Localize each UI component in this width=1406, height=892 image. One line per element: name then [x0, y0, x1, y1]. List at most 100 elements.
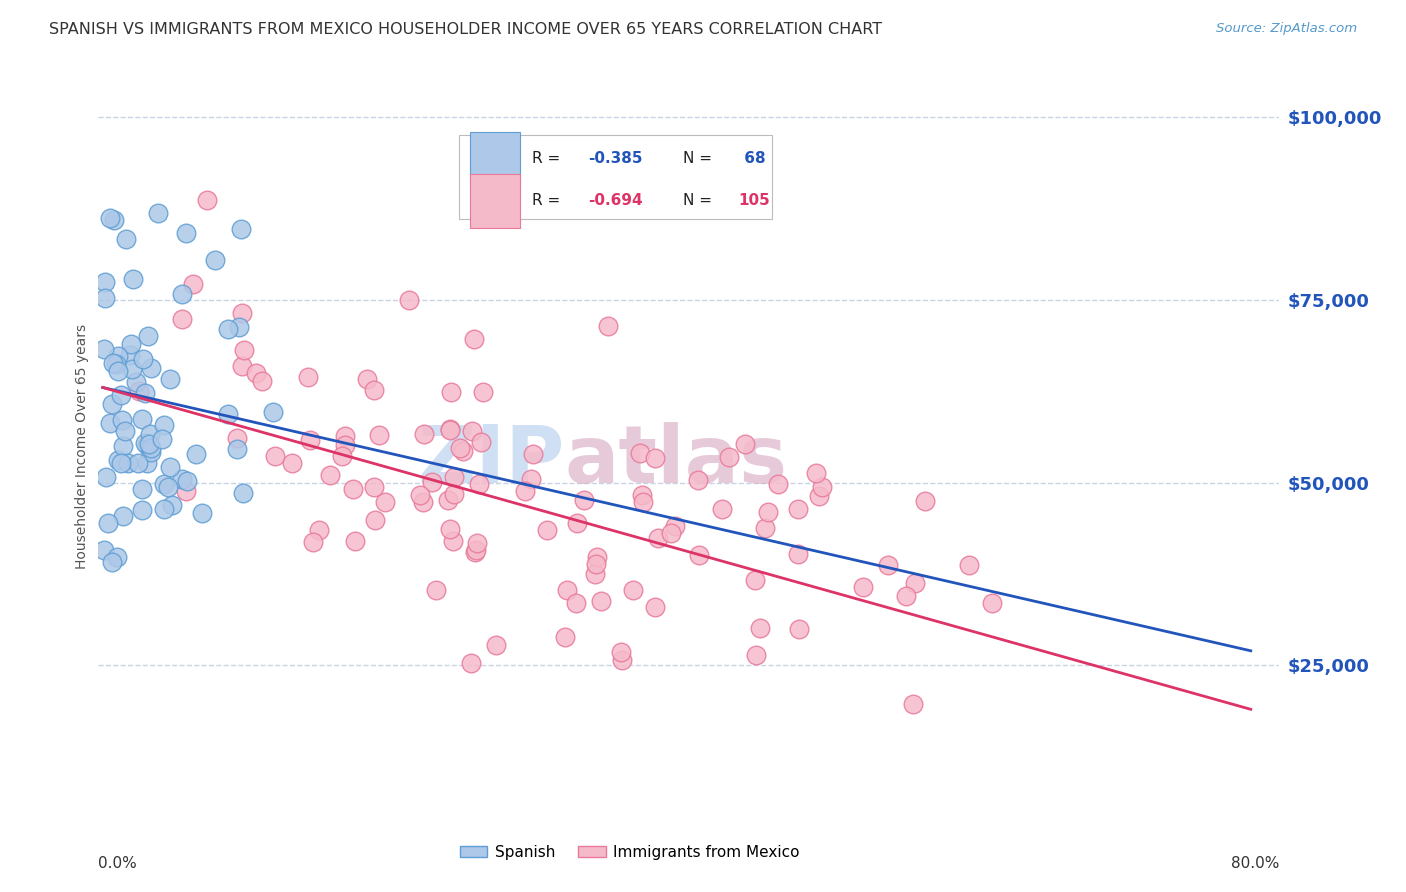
- Point: [804, 466, 827, 480]
- Point: [439, 522, 461, 536]
- Point: [520, 472, 543, 486]
- Point: [172, 312, 194, 326]
- Point: [749, 620, 772, 634]
- Legend: Spanish, Immigrants from Mexico: Spanish, Immigrants from Mexico: [454, 839, 806, 866]
- Point: [156, 480, 179, 494]
- Point: [463, 332, 485, 346]
- Point: [115, 232, 138, 246]
- Point: [127, 456, 149, 470]
- Point: [412, 427, 434, 442]
- Point: [461, 424, 484, 438]
- Point: [787, 502, 810, 516]
- Point: [110, 388, 132, 402]
- Point: [159, 459, 181, 474]
- Point: [585, 549, 607, 564]
- Point: [93, 275, 115, 289]
- Point: [308, 523, 330, 537]
- Point: [957, 558, 980, 572]
- Text: 68: 68: [738, 151, 765, 166]
- Point: [745, 648, 768, 663]
- Point: [630, 446, 652, 460]
- Point: [98, 211, 121, 225]
- Point: [94, 470, 117, 484]
- Point: [114, 424, 136, 438]
- Text: R =: R =: [531, 194, 565, 208]
- Text: -0.694: -0.694: [589, 194, 643, 208]
- Point: [107, 364, 129, 378]
- Point: [98, 416, 121, 430]
- Point: [363, 480, 385, 494]
- Point: [754, 521, 776, 535]
- Point: [398, 293, 420, 307]
- Point: [148, 206, 170, 220]
- Point: [460, 657, 482, 671]
- Point: [335, 429, 357, 443]
- FancyBboxPatch shape: [471, 174, 520, 227]
- Y-axis label: Householder Income Over 65 years: Householder Income Over 65 years: [76, 324, 90, 568]
- Point: [904, 576, 927, 591]
- Point: [117, 457, 139, 471]
- Point: [688, 548, 710, 562]
- Point: [153, 418, 176, 433]
- Point: [443, 534, 465, 549]
- Point: [100, 397, 122, 411]
- Point: [894, 589, 917, 603]
- Point: [120, 348, 142, 362]
- Point: [472, 385, 495, 400]
- Point: [464, 544, 486, 558]
- Point: [232, 343, 254, 358]
- Point: [621, 583, 644, 598]
- Text: 80.0%: 80.0%: [1232, 855, 1279, 871]
- Point: [153, 502, 176, 516]
- Point: [186, 447, 208, 461]
- Text: R =: R =: [531, 151, 565, 166]
- Point: [150, 432, 173, 446]
- Point: [364, 513, 387, 527]
- Point: [811, 480, 834, 494]
- Point: [103, 213, 125, 227]
- Point: [181, 277, 204, 291]
- Point: [170, 287, 193, 301]
- Point: [228, 320, 250, 334]
- Point: [465, 535, 488, 549]
- Point: [229, 222, 252, 236]
- Point: [808, 489, 831, 503]
- Point: [153, 477, 176, 491]
- Point: [485, 638, 508, 652]
- Point: [134, 436, 156, 450]
- Point: [139, 442, 162, 456]
- Text: 0.0%: 0.0%: [98, 855, 138, 871]
- Text: atlas: atlas: [565, 422, 787, 500]
- Point: [787, 547, 810, 561]
- Point: [105, 550, 128, 565]
- Text: -0.385: -0.385: [589, 151, 643, 166]
- Point: [443, 487, 465, 501]
- Point: [439, 423, 461, 437]
- Point: [664, 518, 686, 533]
- Point: [139, 426, 162, 441]
- Point: [128, 384, 150, 399]
- Point: [141, 361, 163, 376]
- Point: [631, 488, 654, 502]
- Point: [176, 475, 198, 489]
- Point: [107, 452, 129, 467]
- Point: [226, 431, 249, 445]
- Point: [195, 193, 218, 207]
- Point: [363, 383, 385, 397]
- Point: [132, 351, 155, 366]
- Point: [467, 477, 489, 491]
- Point: [686, 473, 709, 487]
- Point: [172, 472, 194, 486]
- Point: [298, 433, 321, 447]
- Point: [409, 487, 432, 501]
- Point: [136, 456, 159, 470]
- Point: [877, 558, 900, 573]
- Point: [609, 645, 631, 659]
- Point: [281, 457, 304, 471]
- Point: [440, 385, 463, 400]
- Point: [901, 697, 924, 711]
- Point: [659, 526, 682, 541]
- Point: [470, 434, 492, 449]
- FancyBboxPatch shape: [471, 132, 520, 186]
- Point: [565, 596, 588, 610]
